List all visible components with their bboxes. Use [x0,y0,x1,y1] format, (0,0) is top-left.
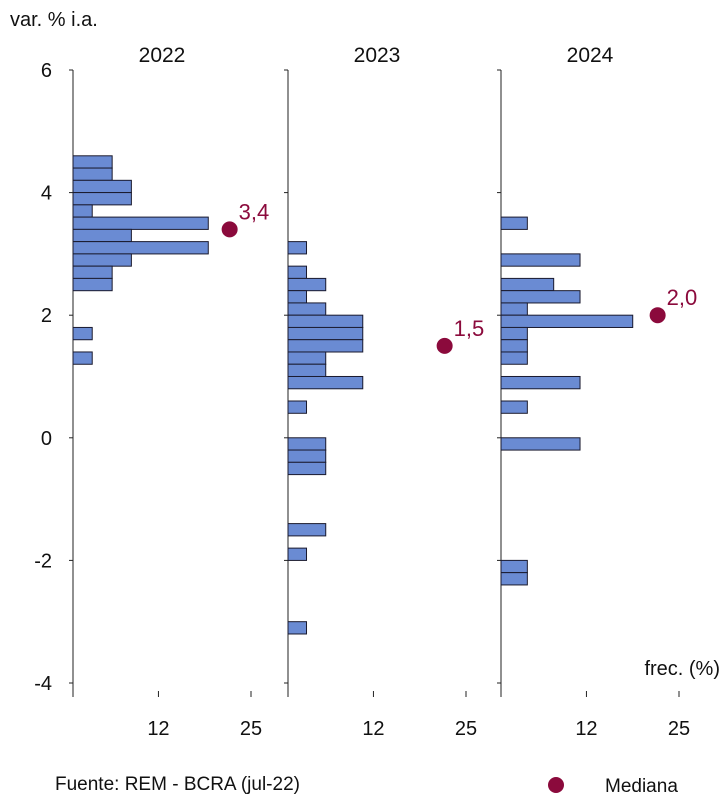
histogram-bar [287,461,327,476]
median-label: 1,5 [454,316,485,341]
histogram-bar [287,277,327,292]
histogram-bar [72,155,113,169]
histogram-bar [72,167,113,181]
y-tick-label: -2 [34,550,52,572]
histogram-bar [500,339,528,353]
histogram-bar [500,290,581,304]
histogram-bar [287,449,327,463]
histogram-bar [287,290,308,304]
y-tick-label: 6 [41,60,52,82]
histogram-bar [287,363,327,378]
legend-median-label: Mediana [605,776,678,797]
median-label: 3,4 [239,199,270,224]
legend-median-marker [548,777,564,793]
histogram-bar [500,253,581,267]
histogram-bar [287,437,327,451]
median-marker [649,307,666,324]
x-tick-label: 12 [147,718,169,740]
histogram-bar [287,241,308,255]
y-tick-label: 2 [41,305,52,327]
x-axis-label: frec. (%) [644,658,720,680]
y-axis-label: var. % i.a. [10,9,98,31]
histogram-bar [500,314,634,328]
median-marker [436,337,453,354]
histogram-bar [287,375,364,390]
median-marker [221,221,238,238]
x-tick-label: 25 [240,718,262,740]
histogram-bar [72,326,93,341]
histogram-bar [500,400,528,414]
y-tick-label: 0 [41,428,52,450]
histogram-bar [287,326,364,341]
histogram-bar [500,572,528,586]
histogram-bar [287,523,327,537]
histogram-bar [287,400,308,414]
histogram-bar [72,228,132,243]
histogram-bar [72,253,132,267]
histogram-bar [287,547,308,561]
histogram-bar [500,437,581,451]
histogram-bar [72,179,132,194]
source-note: Fuente: REM - BCRA (jul-22) [55,774,300,795]
histogram-bar [500,375,581,390]
y-tick-label: -4 [34,673,52,695]
histogram-bar [500,351,528,365]
median-label: 2,0 [667,285,698,310]
histogram-bar [72,277,113,292]
histogram-bar [72,192,132,206]
histogram-bar [72,265,113,279]
histogram-bar [72,241,209,255]
histogram-bar [500,326,528,341]
histogram-bar [287,265,308,279]
x-tick-label: 25 [455,718,477,740]
histogram-bar [500,302,528,316]
x-tick-label: 12 [362,718,384,740]
x-tick-label: 12 [575,718,597,740]
histogram-bar [72,204,93,218]
x-tick-label: 25 [668,718,690,740]
panel-title: 2022 [139,44,186,67]
histogram-bar [500,559,528,574]
histogram-bar [287,351,327,365]
panel-title: 2023 [354,44,401,67]
histogram-bar [287,302,327,316]
histogram-bar [287,339,364,353]
histogram-bar [500,277,555,292]
histogram-bar [500,216,528,230]
panel-title: 2024 [567,44,614,67]
histogram-bar [287,621,308,635]
histogram-bar [72,216,209,230]
histogram-bar [287,314,364,328]
histogram-bar [72,351,93,365]
y-tick-label: 4 [41,183,52,205]
